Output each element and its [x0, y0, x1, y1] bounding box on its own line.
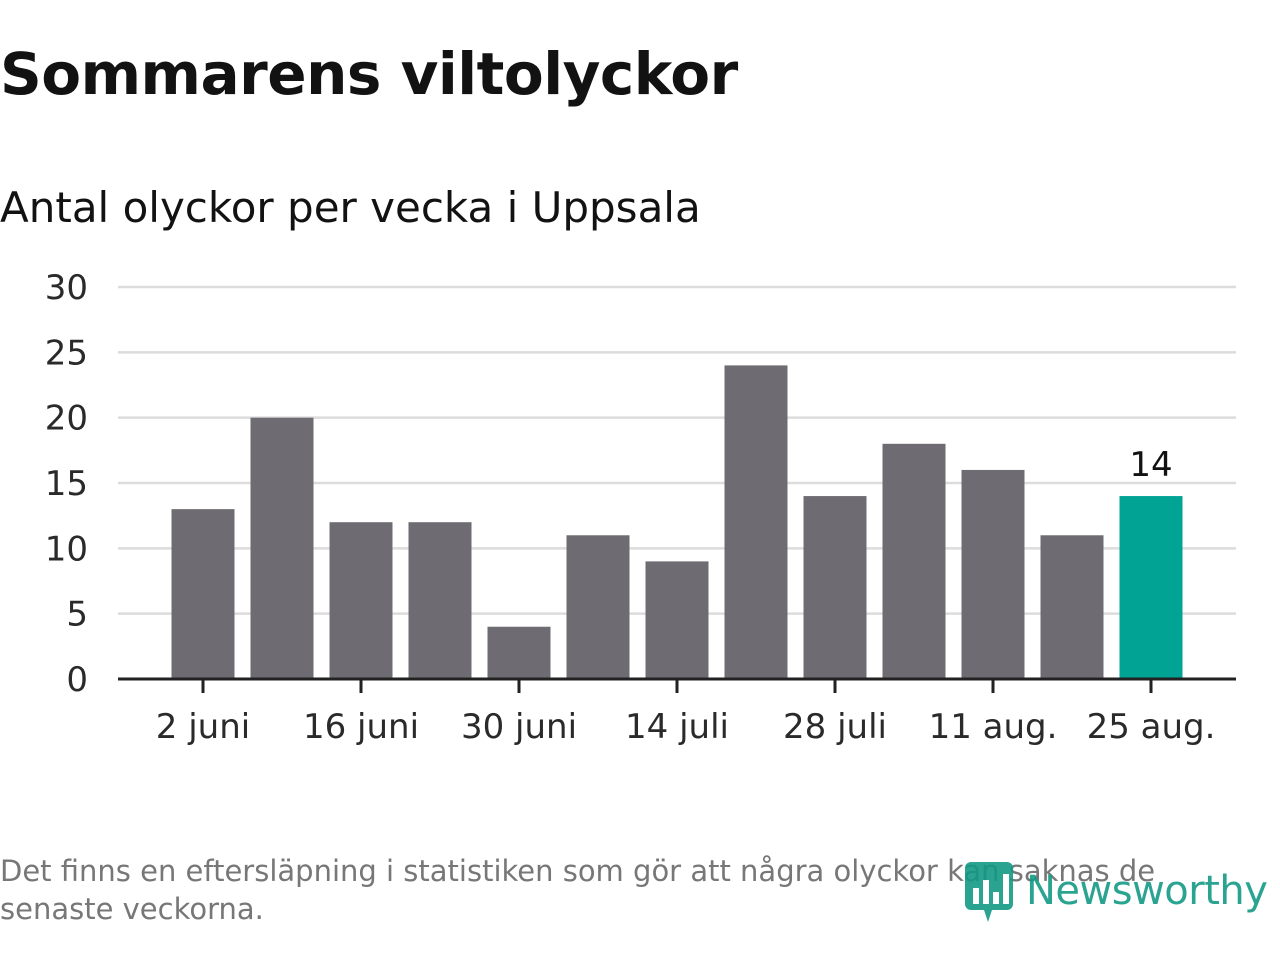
x-axis-ticks: 2 juni 16 juni 30 juni 14 juli 28 juli 11 aug…: [156, 679, 1216, 747]
data-label: 14: [1129, 445, 1172, 485]
bar: [724, 365, 788, 679]
bar: [487, 626, 551, 679]
bar: [329, 522, 393, 679]
y-tick-label: 15: [45, 464, 88, 504]
bar: [882, 443, 946, 679]
bar: [408, 522, 472, 679]
data-labels: 14: [1129, 445, 1172, 485]
chart-subtitle: Antal olyckor per vecka i Uppsala: [0, 183, 701, 232]
bar: [566, 535, 630, 679]
bar-chart: 0 5 10 15 20 25 30 2 juni 16 juni 30 juni 14 juli…: [45, 268, 1236, 747]
bar: [645, 561, 709, 679]
bar: [171, 509, 235, 679]
footnote: Det finns en eftersläpning i statistiken…: [0, 854, 1156, 926]
bar: [803, 496, 867, 679]
x-tick-label: 28 juli: [783, 707, 887, 747]
x-tick-label: 30 juni: [461, 707, 577, 747]
y-tick-label: 30: [45, 268, 88, 308]
newsworthy-logo: Newsworthy: [962, 856, 1268, 926]
y-axis-ticks: 0 5 10 15 20 25 30: [45, 268, 88, 700]
y-tick-label: 10: [45, 529, 88, 569]
y-tick-label: 0: [66, 660, 88, 700]
y-tick-label: 25: [45, 333, 88, 373]
bar: [250, 417, 314, 679]
x-tick-label: 2 juni: [156, 707, 250, 747]
bars: [171, 365, 1183, 679]
bar-highlighted: [1119, 496, 1183, 679]
brand-name: Newsworthy: [1026, 868, 1268, 914]
bar: [1040, 535, 1104, 679]
x-tick-label: 11 aug.: [929, 707, 1058, 747]
bar-chart-speech-icon: [962, 856, 1016, 926]
x-tick-label: 16 juni: [303, 707, 419, 747]
x-tick-label: 25 aug.: [1087, 707, 1216, 747]
bar: [961, 469, 1025, 679]
y-tick-label: 20: [45, 399, 88, 439]
y-tick-label: 5: [66, 595, 88, 635]
x-tick-label: 14 juli: [625, 707, 729, 747]
chart-title: Sommarens viltolyckor: [0, 40, 738, 108]
